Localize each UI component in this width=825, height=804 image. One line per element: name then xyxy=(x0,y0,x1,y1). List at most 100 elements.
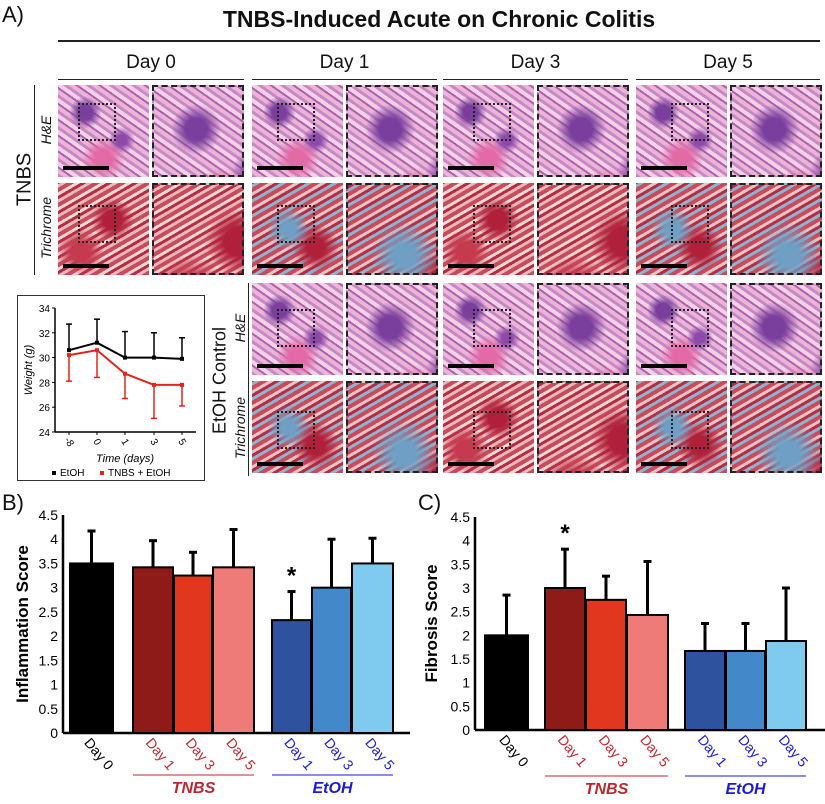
x-tick-label: Day 3 xyxy=(735,732,771,770)
fibrosis-bar-chart: 0 0.5 1 1.5 2 2.5 3 3.5 4 4.5 Fibrosis Score Day 0 D… xyxy=(422,509,825,798)
legend-label-tnbs: TNBS + EtOH xyxy=(108,468,171,479)
x-tick-label: Day 3 xyxy=(596,732,632,770)
y-tick-label: 26 xyxy=(39,403,51,414)
y-tick-label: 4.5 xyxy=(39,507,59,523)
weight-inset-frame xyxy=(17,295,205,481)
region-of-interest-box xyxy=(671,309,709,347)
panel-label-c: C) xyxy=(418,490,442,515)
region-of-interest-box xyxy=(78,103,116,141)
column-header-day0: Day 0 xyxy=(126,52,176,73)
scale-bar xyxy=(63,166,109,170)
region-of-interest-box xyxy=(671,103,709,141)
bar xyxy=(173,574,213,734)
y-tick-label: 2 xyxy=(462,627,470,643)
x-tick-label: Day 1 xyxy=(281,735,317,773)
column-divider xyxy=(252,79,437,80)
histology-zoom-tnbs-he-day0 xyxy=(152,85,244,177)
histology-image-etoh-he-day2 xyxy=(443,283,534,375)
weight-line-chart: 24 26 28 30 32 34 -8 0 1 3 5 Time (days) Weight (g) E… xyxy=(23,304,196,479)
histology-zoom-tnbs-he-day1 xyxy=(346,85,438,177)
column-divider xyxy=(58,79,244,80)
x-tick-label: 1 xyxy=(118,437,131,448)
figure-title: TNBS-Induced Acute on Chronic Colitis xyxy=(222,6,656,32)
histology-zoom-etoh-he-day1 xyxy=(346,283,438,375)
x-tick-label: 3 xyxy=(147,437,160,448)
histology-image-tnbs-tri-day3 xyxy=(636,183,727,275)
bar xyxy=(585,598,627,732)
scale-bar xyxy=(448,364,494,368)
column-divider xyxy=(636,79,820,80)
data-point xyxy=(152,355,156,360)
histology-image-etoh-he-day1 xyxy=(252,283,343,375)
y-tick-label: 3.5 xyxy=(39,555,59,571)
scale-bar xyxy=(641,462,687,466)
region-of-interest-box xyxy=(473,103,511,141)
legend-marker-tnbs xyxy=(100,471,104,475)
data-point xyxy=(95,340,99,345)
histology-zoom-tnbs-tri-day2 xyxy=(537,183,629,275)
y-tick-label: 0 xyxy=(50,725,58,741)
histology-zoom-tnbs-he-day3 xyxy=(730,85,822,177)
y-tick-label: 3 xyxy=(462,580,470,596)
column-header-day3: Day 3 xyxy=(510,52,561,73)
x-tick-label: Day 0 xyxy=(496,732,532,770)
significance-marker: * xyxy=(287,563,297,590)
scale-bar xyxy=(257,364,303,368)
column-header-day1: Day 1 xyxy=(319,52,370,73)
group-label-tnbs: TNBS xyxy=(585,781,629,798)
histology-zoom-etoh-he-day2 xyxy=(537,283,629,375)
histology-image-etoh-he-day3 xyxy=(636,283,727,375)
y-tick-label: 3.5 xyxy=(451,556,471,572)
histology-image-tnbs-tri-day1 xyxy=(252,183,343,275)
row-group-label-tnbs: TNBS xyxy=(13,152,36,207)
histology-image-etoh-tri-day2 xyxy=(443,381,534,473)
data-point xyxy=(67,353,71,358)
bar xyxy=(684,649,726,732)
y-tick-label: 4.5 xyxy=(451,509,471,525)
histology-image-tnbs-tri-day2 xyxy=(443,183,534,275)
group-label-etoh: EtOH xyxy=(313,780,353,797)
region-of-interest-box xyxy=(277,411,315,449)
histology-zoom-tnbs-he-day2 xyxy=(537,85,629,177)
x-tick-label: -8 xyxy=(62,436,76,450)
x-tick-label: Day 5 xyxy=(362,735,398,773)
stain-label-he: H&E xyxy=(232,313,248,343)
y-tick-label: 30 xyxy=(39,354,51,365)
title-underline xyxy=(58,40,820,42)
histology-zoom-etoh-he-day3 xyxy=(730,283,822,375)
region-of-interest-box xyxy=(473,205,511,243)
histology-image-tnbs-tri-day0 xyxy=(58,183,149,275)
bar xyxy=(765,640,807,731)
y-axis-label: Inflammation Score xyxy=(13,545,32,703)
region-of-interest-box xyxy=(473,309,511,347)
scale-bar xyxy=(448,462,494,466)
bar xyxy=(544,587,586,731)
y-tick-label: 28 xyxy=(39,378,51,389)
inflammation-bar-chart: 0 0.5 1 1.5 2 2.5 3 3.5 4 4.5 Inflammation Score Da… xyxy=(13,507,410,797)
stain-label-trichrome: Trichrome xyxy=(232,397,248,459)
y-tick-label: 24 xyxy=(39,428,51,439)
bar xyxy=(725,649,766,732)
significance-marker: * xyxy=(560,520,570,547)
data-point xyxy=(180,382,184,387)
y-tick-label: 1 xyxy=(50,677,58,693)
histology-zoom-tnbs-tri-day0 xyxy=(152,183,244,275)
bar xyxy=(351,562,394,734)
histology-zoom-etoh-tri-day1 xyxy=(346,381,438,473)
x-tick-label: Day 3 xyxy=(321,735,357,773)
scale-bar xyxy=(641,166,687,170)
data-point xyxy=(180,356,184,361)
region-of-interest-box xyxy=(78,205,116,243)
y-tick-label: 1.5 xyxy=(451,651,471,667)
y-tick-label: 3 xyxy=(50,580,58,596)
scale-bar xyxy=(448,166,494,170)
bar xyxy=(132,566,174,734)
x-tick-label: Day 1 xyxy=(143,735,179,773)
panel-label-a: A) xyxy=(2,2,24,27)
y-axis-label: Weight (g) xyxy=(23,344,35,395)
x-tick-label: Day 3 xyxy=(183,735,219,773)
x-tick-label: Day 1 xyxy=(695,732,731,770)
scale-bar xyxy=(641,364,687,368)
data-point xyxy=(95,348,99,353)
